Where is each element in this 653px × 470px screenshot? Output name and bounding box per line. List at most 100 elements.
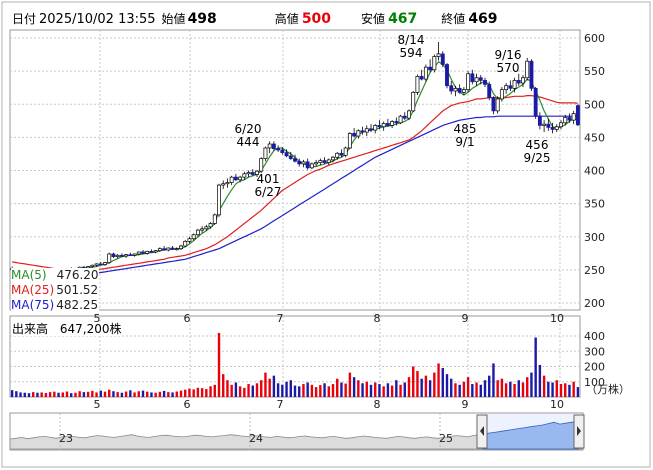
candle-body xyxy=(559,122,563,128)
candle-body xyxy=(428,66,433,71)
volume-bar xyxy=(547,381,550,397)
candle-body xyxy=(259,158,264,172)
volume-legend: 出来高 647,200株 xyxy=(12,322,122,336)
annotation-value: 485 xyxy=(454,122,477,136)
candle-body xyxy=(293,158,297,162)
candle-body xyxy=(314,162,319,165)
annotation-value: 456 xyxy=(526,138,549,152)
volume-bar xyxy=(500,378,504,397)
volume-bar xyxy=(496,380,499,397)
volume-bar xyxy=(32,392,35,397)
candle-body xyxy=(242,173,247,178)
candle-body xyxy=(179,245,183,250)
candle-body xyxy=(128,254,133,256)
ma75-legend: MA(75) 482.25 xyxy=(11,298,99,313)
volume-bar xyxy=(492,363,495,397)
candle-body xyxy=(360,130,365,133)
candle-body xyxy=(288,155,293,159)
volume-bar xyxy=(167,392,170,397)
month-tick-label: 9 xyxy=(462,398,469,411)
candle-body xyxy=(267,143,272,149)
volume-bar xyxy=(141,390,145,397)
ma5-label: MA(5) xyxy=(11,268,47,282)
candle-body xyxy=(474,77,479,83)
candle-body xyxy=(508,85,513,89)
candle-body xyxy=(305,161,310,169)
volume-bar xyxy=(234,382,238,397)
navigator[interactable]: 23 24 25 xyxy=(9,413,585,450)
candle-body xyxy=(94,263,99,266)
candle-body xyxy=(449,85,454,92)
volume-bar xyxy=(19,392,22,397)
candle-body xyxy=(124,254,129,257)
candle-body xyxy=(470,73,475,83)
volume-bar xyxy=(15,391,18,397)
ma75-label: MA(75) xyxy=(11,298,55,312)
open-value: 498 xyxy=(187,11,217,27)
volume-bar xyxy=(171,392,174,397)
price-tick-label: 500 xyxy=(584,98,605,111)
volume-bar xyxy=(255,383,259,397)
candle-body xyxy=(174,248,179,251)
candle-body xyxy=(457,87,462,93)
volume-bars xyxy=(10,332,580,397)
volume-bar xyxy=(95,392,98,397)
volume-bar xyxy=(314,387,318,397)
volume-bar xyxy=(48,392,52,397)
candle-body xyxy=(402,115,407,119)
volume-bar xyxy=(445,374,449,397)
candle-body xyxy=(445,64,449,87)
volume-bar xyxy=(386,383,390,397)
chevron-right-icon xyxy=(577,426,581,436)
volume-tick-label: 200 xyxy=(584,361,605,374)
candle-body xyxy=(153,250,158,253)
volume-bar xyxy=(260,380,263,397)
candle-body xyxy=(98,263,103,266)
candle-body xyxy=(440,53,445,65)
candle-body xyxy=(166,247,171,251)
candle-body xyxy=(263,147,268,159)
volume-bar xyxy=(306,382,309,397)
price-tick-label: 450 xyxy=(584,131,605,144)
volume-bar xyxy=(382,386,385,397)
candle-body xyxy=(136,251,141,255)
volume-bar xyxy=(175,391,178,397)
candle-body xyxy=(491,97,496,112)
candle-body xyxy=(373,125,378,131)
candle-body xyxy=(571,113,576,121)
open-label: 始値 xyxy=(161,12,186,26)
volume-bar xyxy=(200,388,204,397)
volume-bar xyxy=(555,380,558,397)
volume-bar xyxy=(416,371,419,397)
volume-bar xyxy=(479,384,482,397)
volume-bar xyxy=(226,380,229,397)
volume-tick-label: 400 xyxy=(584,330,605,343)
date-label: 日付 xyxy=(12,12,37,26)
annotation-value: 570 xyxy=(497,61,520,75)
volume-bar xyxy=(74,392,77,397)
candle-body xyxy=(495,98,500,112)
volume-bar xyxy=(352,377,356,397)
candle-body xyxy=(183,241,188,247)
candle-body xyxy=(453,87,458,92)
volume-bar xyxy=(403,382,406,397)
ma-legend: MA(5) 476.20 MA(25) 501.52 MA(75) 482.25 xyxy=(11,268,99,313)
candle-body xyxy=(542,123,547,126)
candle-body xyxy=(195,229,200,236)
volume-bar xyxy=(336,378,339,397)
candle-body xyxy=(107,253,112,263)
volume-bar xyxy=(70,393,73,397)
ma25-label: MA(25) xyxy=(11,283,55,297)
volume-bar xyxy=(357,380,360,397)
volume-bar xyxy=(40,392,43,397)
candle-body xyxy=(369,128,373,131)
low-value: 467 xyxy=(388,11,418,27)
volume-bar xyxy=(192,389,195,397)
navigator-year-label: 25 xyxy=(439,432,453,445)
volume-bar xyxy=(428,380,432,397)
candle-body xyxy=(554,126,559,130)
candle-body xyxy=(301,161,306,165)
candle-body xyxy=(119,254,124,257)
